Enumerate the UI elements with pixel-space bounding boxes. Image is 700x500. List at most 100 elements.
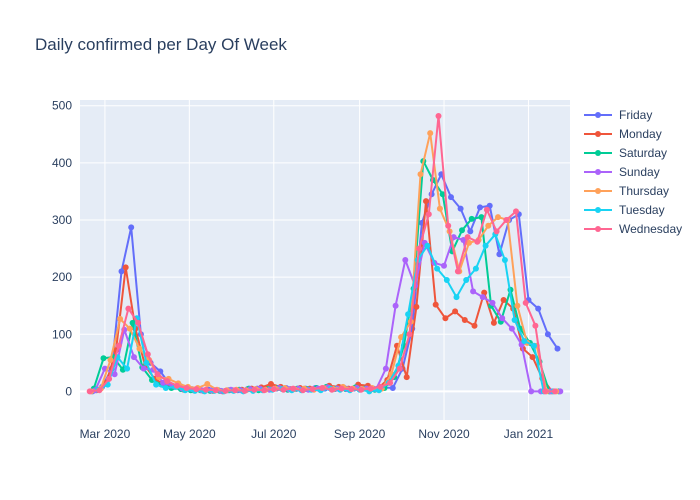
- data-point: [280, 386, 287, 393]
- data-point: [338, 385, 345, 392]
- data-point: [348, 386, 355, 393]
- data-point: [86, 388, 93, 395]
- data-point: [442, 315, 449, 322]
- data-point: [136, 345, 143, 352]
- legend-item-friday[interactable]: Friday: [584, 108, 652, 122]
- data-point: [251, 386, 258, 393]
- data-point: [328, 386, 335, 393]
- data-point: [392, 302, 399, 309]
- data-point: [499, 315, 506, 322]
- data-point: [474, 238, 481, 245]
- data-point: [452, 308, 459, 315]
- data-point: [485, 222, 492, 229]
- data-point: [432, 301, 439, 308]
- data-point: [472, 265, 479, 272]
- legend-item-monday[interactable]: Monday: [584, 127, 662, 141]
- data-point: [153, 381, 160, 388]
- data-point: [212, 387, 219, 394]
- data-point: [554, 345, 561, 352]
- data-point: [129, 319, 136, 326]
- legend-item-wednesday[interactable]: Wednesday: [584, 222, 682, 236]
- data-point: [466, 239, 472, 246]
- legend-label: Monday: [619, 127, 662, 141]
- data-point: [268, 381, 274, 387]
- data-point: [481, 289, 488, 296]
- legend-item-sunday[interactable]: Sunday: [584, 165, 660, 179]
- data-point: [204, 381, 211, 387]
- data-point: [389, 385, 396, 391]
- data-point: [445, 222, 452, 229]
- grid: [80, 100, 570, 420]
- data-point: [551, 388, 558, 395]
- data-point: [128, 224, 135, 231]
- data-point: [144, 351, 151, 358]
- legend-label: Wednesday: [619, 222, 682, 236]
- data-point: [358, 386, 364, 393]
- data-point: [126, 325, 133, 332]
- data-point: [441, 262, 447, 269]
- data-point: [514, 302, 521, 309]
- data-point: [495, 214, 501, 221]
- plot-background: [80, 100, 570, 420]
- data-point: [203, 386, 209, 393]
- data-point: [489, 299, 496, 306]
- y-tick-label: 200: [52, 270, 72, 284]
- data-point: [154, 371, 161, 378]
- data-point: [468, 215, 475, 222]
- data-point: [222, 387, 229, 394]
- data-point: [544, 331, 551, 338]
- legend-item-tuesday[interactable]: Tuesday: [584, 203, 665, 217]
- legend-item-saturday[interactable]: Saturday: [584, 146, 667, 160]
- legend-label: Tuesday: [619, 203, 665, 217]
- legend-label: Friday: [619, 108, 652, 122]
- data-point: [405, 311, 412, 318]
- data-point: [162, 385, 169, 391]
- data-point: [232, 387, 238, 394]
- data-point: [118, 268, 125, 275]
- data-point: [461, 317, 468, 323]
- legend-label: Sunday: [619, 165, 660, 179]
- data-point: [496, 251, 503, 258]
- data-point: [521, 338, 528, 345]
- data-point: [434, 265, 441, 272]
- data-point: [535, 305, 542, 312]
- x-tick-label: Jan 2021: [504, 427, 554, 441]
- data-point: [436, 205, 443, 212]
- y-tick-label: 500: [52, 99, 72, 113]
- data-point: [417, 171, 424, 178]
- y-tick-label: 0: [65, 384, 72, 398]
- data-point: [479, 294, 486, 301]
- y-tick-label: 300: [52, 213, 72, 227]
- data-point: [299, 387, 306, 394]
- data-point: [528, 388, 535, 395]
- legend-label: Saturday: [619, 146, 667, 160]
- data-point: [122, 264, 129, 271]
- data-point: [427, 130, 434, 137]
- data-point: [483, 206, 490, 213]
- series-layer: [86, 113, 564, 395]
- data-point: [396, 365, 403, 372]
- x-tick-label: May 2020: [163, 427, 216, 441]
- data-point: [493, 228, 500, 235]
- data-point: [511, 317, 518, 323]
- legend[interactable]: Friday Monday Saturday Sunday Thursday Tuesda…: [584, 108, 682, 236]
- data-point: [508, 325, 515, 332]
- data-point: [140, 365, 147, 372]
- data-point: [482, 242, 489, 249]
- data-point: [503, 217, 510, 223]
- data-point: [477, 204, 483, 211]
- legend-swatch-marker: [595, 131, 601, 137]
- y-tick-label: 100: [52, 327, 72, 341]
- data-point: [443, 277, 450, 283]
- data-point: [382, 365, 389, 372]
- data-point: [453, 294, 460, 301]
- legend-item-thursday[interactable]: Thursday: [584, 184, 669, 198]
- legend-swatch-marker: [595, 188, 601, 194]
- data-point: [125, 305, 132, 312]
- data-point: [367, 385, 374, 392]
- data-point: [457, 205, 464, 212]
- data-point: [463, 277, 470, 283]
- chart-title: Daily confirmed per Day Of Week: [35, 35, 287, 54]
- data-point: [424, 242, 431, 249]
